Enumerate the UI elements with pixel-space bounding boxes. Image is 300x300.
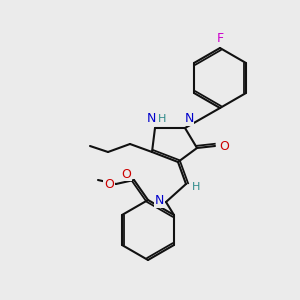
Text: O: O bbox=[121, 167, 131, 181]
Text: F: F bbox=[216, 32, 224, 46]
Text: N: N bbox=[154, 194, 164, 208]
Text: N: N bbox=[146, 112, 156, 125]
Text: H: H bbox=[192, 182, 200, 192]
Text: H: H bbox=[158, 114, 166, 124]
Text: O: O bbox=[104, 178, 114, 190]
Text: O: O bbox=[219, 140, 229, 152]
Text: N: N bbox=[184, 112, 194, 125]
